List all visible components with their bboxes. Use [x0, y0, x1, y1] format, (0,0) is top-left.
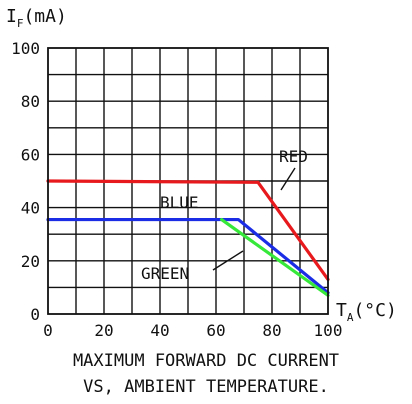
x-tick-label: 60	[206, 321, 225, 340]
green-series-label: GREEN	[141, 264, 189, 283]
x-tick-label: 0	[43, 321, 53, 340]
y-tick-label: 0	[30, 305, 40, 324]
x-tick-label: 20	[94, 321, 113, 340]
caption-line-1: MAXIMUM FORWARD DC CURRENT	[73, 351, 339, 371]
x-axis-label: TA(°C)	[336, 300, 397, 324]
red-label-leader	[281, 168, 295, 190]
y-tick-label: 80	[21, 92, 40, 111]
y-axis-label: IF(mA)	[6, 6, 67, 30]
y-tick-label: 60	[21, 145, 40, 164]
caption-line-2: VS, AMBIENT TEMPERATURE.	[83, 377, 329, 397]
x-tick-labels: 0 20 40 60 80 100	[43, 321, 342, 340]
blue-series-label: BLUE	[160, 193, 199, 212]
x-tick-label: 100	[314, 321, 343, 340]
y-tick-label: 40	[21, 199, 40, 218]
y-tick-label: 100	[11, 39, 40, 58]
y-tick-labels: 0 20 40 60 80 100	[11, 39, 40, 324]
red-series-label: RED	[279, 147, 308, 166]
y-tick-label: 20	[21, 252, 40, 271]
x-tick-label: 40	[150, 321, 169, 340]
x-tick-label: 80	[262, 321, 281, 340]
